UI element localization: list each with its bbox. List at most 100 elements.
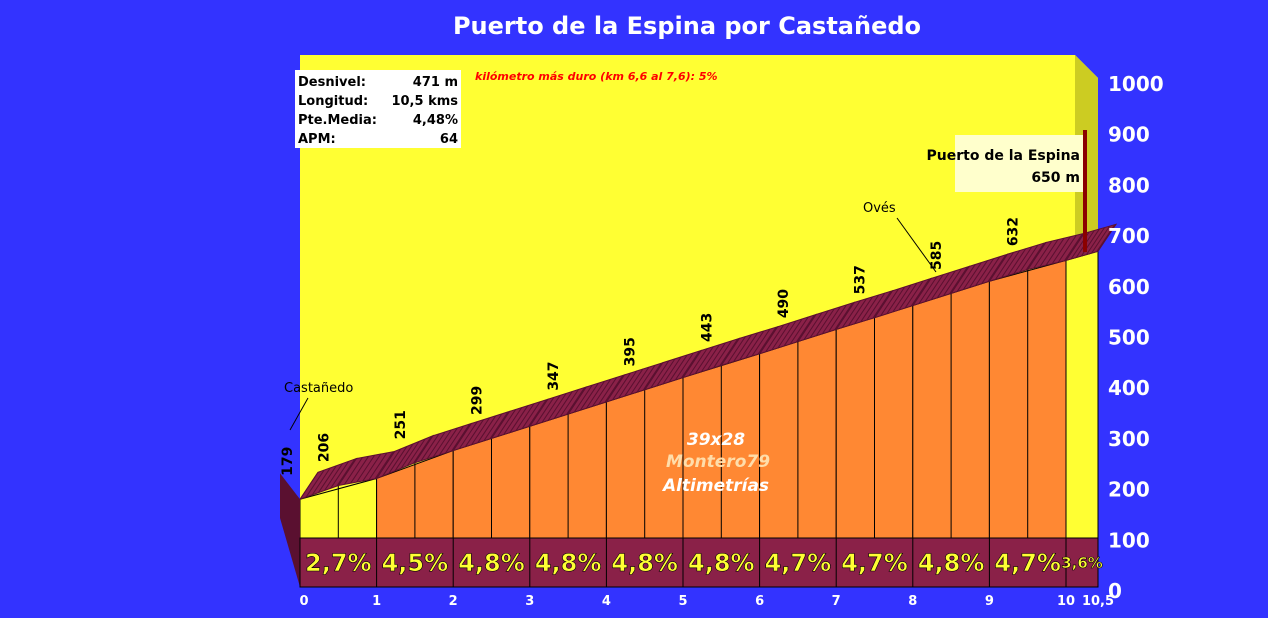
ribbon-hatch	[662, 356, 682, 385]
ribbon-left-cap	[280, 473, 300, 587]
stats-label-2: Pte.Media:	[298, 113, 377, 128]
ribbon-hatch	[458, 421, 478, 449]
ribbon-hatch	[1013, 246, 1033, 275]
ribbon-hatch	[803, 312, 823, 340]
ribbon-hatch	[1091, 225, 1111, 254]
ribbon-hatch	[529, 398, 549, 427]
ribbon-hatch	[1025, 242, 1045, 271]
x-tick-label-5: 5	[678, 594, 687, 609]
ribbon-hatch	[1065, 233, 1085, 261]
x-tick-label-1: 1	[372, 594, 381, 609]
segment-percent-label-5: 4,8%	[688, 549, 755, 577]
ribbon-hatch	[414, 435, 434, 464]
ribbon-hatch	[324, 463, 343, 491]
stats-value-1: 10,5 kms	[391, 94, 458, 109]
ribbon-hatch	[656, 358, 676, 387]
ribbon-hatch	[1039, 239, 1059, 267]
ribbon-hatch	[950, 266, 970, 294]
peak-pole	[1083, 130, 1087, 252]
ribbon-hatch	[336, 458, 356, 487]
ribbon-hatch	[1001, 250, 1021, 278]
ribbon-hatch	[795, 314, 815, 343]
ribbon-hatch	[350, 456, 369, 484]
altitude-label-4: 347	[546, 361, 562, 390]
altitude-label-6: 443	[699, 313, 715, 342]
ribbon-hatch	[688, 348, 708, 376]
ribbon-hatch	[509, 405, 529, 433]
ribbon-hatch	[305, 469, 325, 498]
ribbon-hatch	[452, 423, 472, 451]
x-tick-label-7: 7	[832, 594, 841, 609]
ribbon-hatch	[598, 377, 618, 405]
segment-percent-label-9: 4,7%	[994, 549, 1061, 577]
ribbon-hatch	[426, 431, 446, 460]
ribbon-hatch	[535, 397, 555, 425]
segment-percent-label-10: 3,6%	[1061, 554, 1103, 572]
ribbon-hatch	[465, 419, 484, 447]
ribbon-hatch	[445, 425, 464, 454]
ribbon-hatch	[956, 264, 976, 292]
ribbon-hatch	[586, 380, 605, 409]
ribbon-hatch	[886, 286, 906, 315]
ribbon-hatch	[521, 401, 541, 429]
ribbon-hatch	[388, 446, 408, 474]
ribbon-hatch	[438, 427, 458, 456]
ribbon-hatch	[975, 258, 995, 286]
y-tick-label-1: 100	[1108, 528, 1150, 552]
ribbon-hatch	[547, 393, 567, 421]
ribbon-hatch	[757, 326, 777, 355]
ribbon-hatch	[872, 290, 892, 319]
ribbon-hatch	[618, 370, 638, 399]
ribbon-hatch	[636, 364, 656, 393]
ribbon-hatch	[1019, 244, 1039, 273]
ribbon-hatch	[674, 352, 694, 381]
segment-percent-label-1: 4,5%	[382, 549, 449, 577]
ribbon-hatch	[809, 310, 829, 338]
x-tick-label-8: 8	[908, 594, 917, 609]
ribbon-hatch	[541, 395, 561, 423]
ribbon-hatch	[592, 379, 612, 407]
ribbon-hatch	[777, 320, 797, 349]
ribbon-hatch	[1086, 227, 1105, 255]
y-tick-label-10: 1000	[1108, 72, 1164, 96]
ribbon-hatch	[936, 270, 956, 299]
stats-box	[295, 70, 461, 148]
peak-altitude: 650 m	[1031, 170, 1080, 186]
ribbon-hatch	[650, 360, 670, 389]
segment-percent-label-8: 4,8%	[918, 549, 985, 577]
ribbon-hatch	[835, 302, 855, 330]
x-tick-label-3: 3	[525, 594, 534, 609]
ribbon-hatch	[400, 441, 420, 469]
y-tick-label-3: 300	[1108, 427, 1150, 451]
y-tick-label-8: 800	[1108, 173, 1150, 197]
ribbon-hatch	[910, 278, 930, 307]
ribbon-hatch	[624, 368, 644, 397]
place-leader-oves	[896, 217, 937, 273]
ribbon-hatch	[579, 382, 599, 411]
ribbon-hatch	[483, 413, 503, 442]
ribbon-hatch	[783, 318, 803, 347]
ribbon-hatch	[394, 443, 414, 472]
ribbon-hatch	[912, 278, 932, 306]
ribbon-hatch	[1051, 236, 1071, 265]
altitude-label-5: 395	[623, 337, 639, 366]
ribbon-hatch	[995, 252, 1014, 280]
ribbon-hatch	[759, 326, 779, 355]
ribbon-hatch	[668, 354, 688, 383]
segment-percent-label-2: 4,8%	[458, 549, 525, 577]
altitude-label-2: 251	[393, 410, 409, 439]
x-tick-label-6: 6	[755, 594, 764, 609]
ribbon-hatch	[694, 346, 714, 374]
ribbon-hatch	[1027, 242, 1047, 270]
stats-label-3: APM:	[298, 132, 336, 147]
ribbon-hatch	[299, 471, 319, 500]
ribbon-hatch	[1033, 240, 1053, 269]
x-tick-label-11: 10,5	[1082, 594, 1114, 609]
profile-segment-10	[1065, 250, 1099, 539]
chart-title: Puerto de la Espina por Castañedo	[452, 12, 922, 40]
ribbon-hatch	[969, 260, 988, 288]
x-tick-label-10: 10	[1057, 594, 1075, 609]
ribbon-hatch	[841, 300, 861, 328]
ribbon-hatch	[337, 458, 357, 486]
